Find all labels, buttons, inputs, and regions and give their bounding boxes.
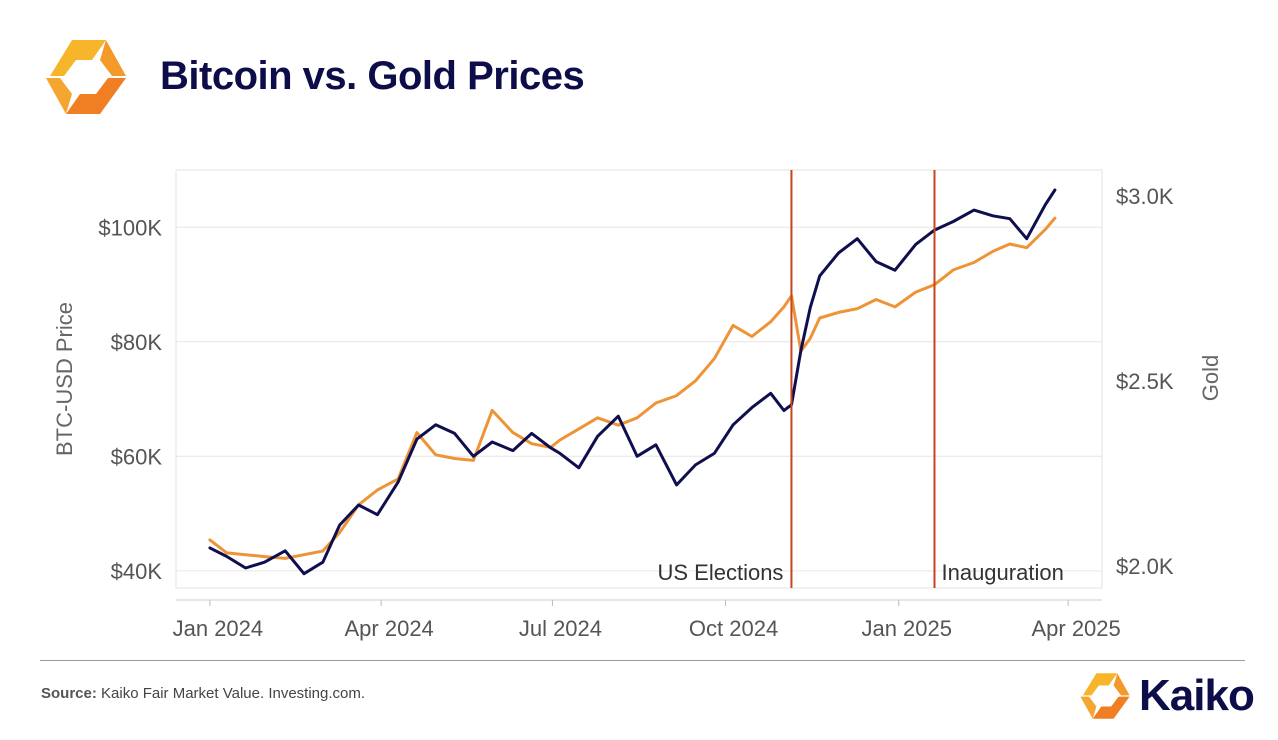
x-tick-label: Jul 2024 [519,616,602,641]
x-tick-label: Jan 2024 [173,616,264,641]
x-tick-label: Apr 2024 [345,616,434,641]
y-left-tick-label: $40K [111,559,163,584]
brand-name: Kaiko [1139,671,1255,720]
source-note: Source: Kaiko Fair Market Value. Investi… [41,685,365,702]
y-right-tick-label: $3.0K [1116,184,1174,209]
footer-divider [40,660,1245,661]
y-left-tick-label: $100K [98,215,162,240]
event-label: Inauguration [941,560,1063,585]
x-tick-label: Apr 2025 [1031,616,1120,641]
y-left-axis-label: BTC-USD Price [52,302,77,456]
btc-series-line [208,188,1057,576]
kaiko-logo-icon [46,40,126,114]
y-right-axis-label: Gold [1198,355,1223,401]
page-title: Bitcoin vs. Gold Prices [160,54,585,98]
x-tick-label: Oct 2024 [689,616,778,641]
kaiko-brand-icon [1080,673,1130,719]
plot-frame [175,169,1103,589]
source-text: Kaiko Fair Market Value. Investing.com. [101,685,366,702]
y-right-tick-label: $2.5K [1116,369,1174,394]
y-left-tick-label: $80K [111,330,163,355]
y-left-tick-label: $60K [111,444,163,469]
event-label: US Elections [657,560,783,585]
x-tick-label: Jan 2025 [861,616,952,641]
gold-series-line [208,216,1057,560]
kaiko-brand: Kaiko [1079,671,1255,721]
y-right-tick-label: $2.0K [1116,554,1174,579]
source-label: Source: [41,685,97,702]
bitcoin-gold-chart: Jan 2024 Apr 2024 Jul 2024 Oct 2024 Jan 2025… [52,169,1223,641]
